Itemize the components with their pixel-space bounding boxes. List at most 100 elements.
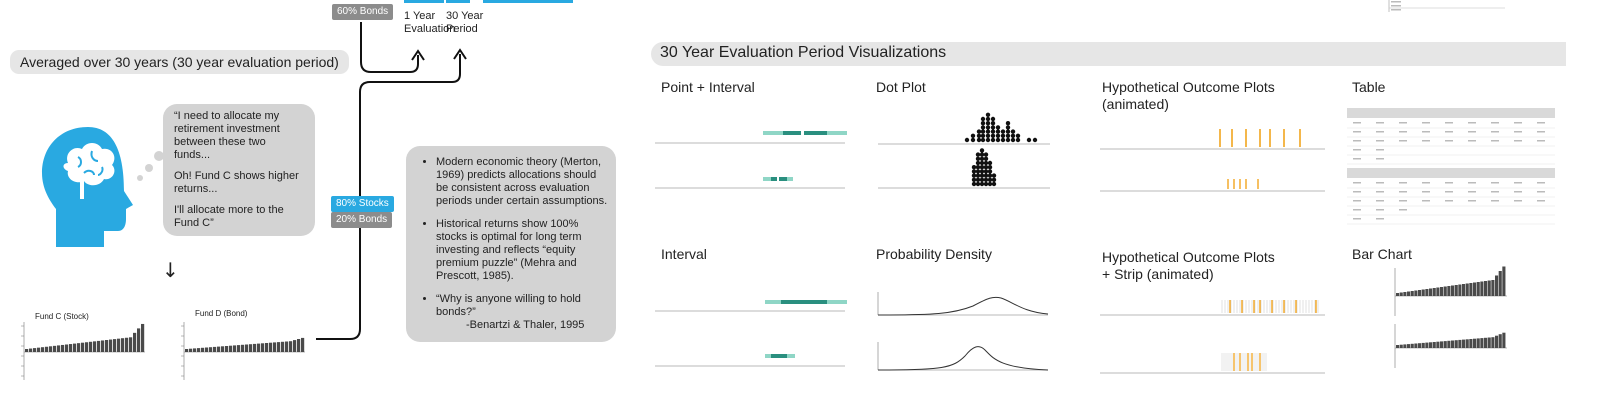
table-cell <box>1537 131 1545 133</box>
bar-mark <box>1473 282 1477 296</box>
dot-1 <box>1000 129 1006 134</box>
table-cell <box>1491 131 1499 133</box>
dot-1 <box>980 125 986 130</box>
note-3-text: “Why is anyone willing to hold bonds?” <box>436 293 581 318</box>
bonds-60-badge: 60% Bonds <box>332 4 394 20</box>
table-cell <box>1422 122 1430 124</box>
dot-2 <box>979 177 985 182</box>
brain-head-icon <box>42 127 133 247</box>
dot-1 <box>976 129 982 134</box>
viz-label-table: Table <box>1352 79 1386 95</box>
fund-bar <box>45 346 49 352</box>
bar-mark <box>1469 283 1473 296</box>
table-cell <box>1399 209 1407 211</box>
dot-1 <box>1005 121 1011 126</box>
table-cell <box>1422 191 1430 193</box>
dot-1 <box>1010 133 1016 138</box>
table-cell <box>1376 209 1384 211</box>
fund-bar <box>133 332 137 352</box>
dot-1 <box>1005 129 1011 134</box>
bar-mark <box>1436 287 1440 296</box>
fund-bar <box>129 337 133 352</box>
fund-bar <box>41 347 45 352</box>
bar-mark <box>1469 339 1473 348</box>
fund-bar <box>217 346 221 352</box>
dot-1 <box>1005 137 1011 143</box>
table-cell <box>1376 122 1384 124</box>
quote-bubble: “I need to allocate my retirement invest… <box>163 104 315 236</box>
bar-mark <box>1399 344 1403 348</box>
table-cell <box>1376 218 1384 220</box>
fund-bar <box>221 346 225 352</box>
dot-2 <box>975 160 981 166</box>
fund-bar <box>93 341 97 352</box>
int-inner-2 <box>771 354 787 358</box>
pi-point-2 <box>777 176 779 182</box>
pi-point-1 <box>801 130 804 136</box>
fund-bar <box>97 340 101 352</box>
bar-chart-viz-2 <box>1394 324 1507 368</box>
fund-bar <box>69 344 73 352</box>
dot-1 <box>995 125 1001 130</box>
bar-mark <box>1421 289 1425 296</box>
section-title: 30 Year Evaluation Period Visualizations <box>660 44 947 61</box>
dot-2 <box>983 177 989 182</box>
table-cell <box>1514 140 1522 142</box>
fund-bar <box>101 340 105 352</box>
bar-mark <box>1399 292 1403 296</box>
fund-d-label: Fund D (Bond) <box>195 309 248 318</box>
interval-plot <box>655 300 847 367</box>
bar-mark <box>1429 342 1433 348</box>
dot-1 <box>990 125 996 130</box>
dot-1 <box>1010 129 1016 134</box>
fund-bar <box>237 345 241 352</box>
fund-bar <box>241 344 245 352</box>
dot-2 <box>975 181 981 187</box>
dot-2 <box>979 173 985 178</box>
fund-bar <box>281 341 285 352</box>
table-cell <box>1376 158 1384 160</box>
quote-line-1: “I need to allocate my retirement invest… <box>174 110 280 161</box>
fund-bar <box>249 344 253 352</box>
table-cell <box>1514 122 1522 124</box>
table-cell <box>1468 140 1476 142</box>
table-cell <box>1376 131 1384 133</box>
density-curve-1 <box>877 296 1049 316</box>
fund-bar <box>285 341 289 352</box>
table-cell <box>1491 140 1499 142</box>
dot-1 <box>985 112 991 117</box>
dot-1 <box>990 116 996 122</box>
dot-2 <box>975 165 981 170</box>
bar-mark <box>1502 332 1506 348</box>
bar-mark <box>1447 340 1451 348</box>
fund-bar <box>105 340 109 352</box>
dot-1 <box>995 129 1001 134</box>
dot-1 <box>970 133 976 138</box>
fund-bar <box>137 328 141 352</box>
dot-1 <box>980 116 986 122</box>
table-cell <box>1376 149 1384 151</box>
dot-1 <box>990 137 996 143</box>
dot-2 <box>987 177 993 182</box>
viz-label-dot-plot: Dot Plot <box>876 79 926 95</box>
viz-label-hop: Hypothetical Outcome Plots (animated) <box>1102 79 1275 112</box>
fund-bar <box>265 343 269 352</box>
table-cell <box>1514 182 1522 184</box>
bar-mark <box>1440 341 1444 348</box>
table-cell <box>1376 191 1384 193</box>
table-cell <box>1353 191 1361 193</box>
bar-mark <box>1410 291 1414 296</box>
thought-dots <box>137 151 164 181</box>
fund-bar <box>245 344 249 352</box>
dot-2 <box>983 160 989 166</box>
dot-1 <box>1015 133 1021 138</box>
fund-bar <box>253 343 257 352</box>
bar-mark <box>1487 280 1491 296</box>
badge-top-blue-1 <box>404 0 444 3</box>
table-cell <box>1353 122 1361 124</box>
dot-1 <box>1032 137 1038 143</box>
bar-mark <box>1410 343 1414 348</box>
quote-line-3: I'll allocate more to the Fund C” <box>174 204 284 229</box>
bar-mark <box>1465 339 1469 348</box>
